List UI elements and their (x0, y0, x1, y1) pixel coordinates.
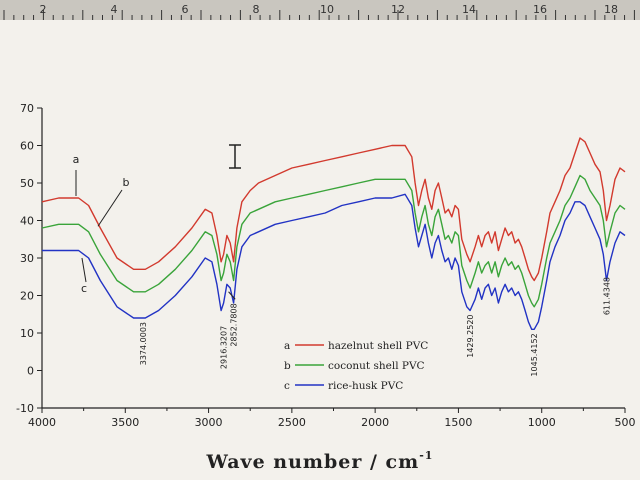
plot-background (0, 20, 640, 480)
legend-label: coconut shell PVC (328, 360, 425, 372)
ruler-number: 6 (182, 3, 189, 16)
y-tick-label: 20 (20, 290, 34, 303)
curve-tag-a: a (73, 153, 80, 166)
curve-tag-leader (97, 189, 123, 227)
peak-leader (228, 291, 236, 300)
x-tick-label: 1500 (444, 416, 472, 429)
x-tick-label: 500 (615, 416, 636, 429)
curve-tag-b: b (123, 176, 130, 189)
y-tick-label: -10 (16, 402, 34, 415)
series-line-c (42, 193, 626, 330)
series-line-a (41, 137, 626, 282)
curve-tag-leader (81, 257, 87, 283)
curve-tags: a b c (73, 153, 130, 295)
peak-label: 1045.4152 (530, 333, 539, 376)
y-tick-label: 50 (20, 177, 34, 190)
x-tick-label: 3500 (111, 416, 139, 429)
x-tick-label: 1000 (528, 416, 556, 429)
y-tick-label: 10 (20, 327, 34, 340)
ruler-number: 10 (320, 3, 334, 16)
legend-key: b (284, 360, 291, 372)
ruler-number: 14 (462, 3, 476, 16)
ruler-number: 16 (533, 3, 547, 16)
ruler-number: 2 (40, 3, 47, 16)
ruler-number: 4 (111, 3, 118, 16)
y-tick-label: 60 (20, 140, 34, 153)
legend-key: a (284, 340, 290, 352)
legend-label: rice-husk PVC (328, 380, 403, 392)
y-tick-label: 30 (20, 252, 34, 265)
x-tick-label: 4000 (28, 416, 56, 429)
peak-label: 611.4348 (603, 277, 612, 315)
legend-key: c (284, 380, 290, 392)
legend: a hazelnut shell PVC b coconut shell PVC c ri… (284, 340, 428, 392)
x-tick-label: 3000 (195, 416, 223, 429)
legend-label: hazelnut shell PVC (328, 340, 428, 352)
text-cursor-icon (229, 144, 241, 169)
y-tick-label: 0 (27, 365, 34, 378)
peak-label: 2916.3207 (220, 326, 229, 369)
ruler-number: 8 (253, 3, 260, 16)
peak-label: 1429.2520 (466, 315, 475, 358)
peak-label: 2852.7808 (230, 303, 239, 346)
x-tick-label: 2000 (361, 416, 389, 429)
y-axis-ticks: -10 0 10 20 30 40 50 60 70 (16, 102, 42, 415)
series-layer (41, 137, 626, 330)
top-ruler: 2 4 6 8 10 12 14 16 18 (0, 0, 640, 20)
ruler-number: 12 (391, 3, 405, 16)
x-axis-ticks: 4000 3500 3000 2500 2000 1500 1000 500 (28, 408, 636, 429)
ruler-number: 18 (604, 3, 618, 16)
x-tick-label: 2500 (278, 416, 306, 429)
curve-tag-c: c (81, 282, 87, 295)
x-axis-label: Wave number / cm-1 (206, 449, 434, 473)
peak-label: 3374.0003 (139, 322, 148, 365)
y-tick-label: 70 (20, 102, 34, 115)
series-line-b (41, 174, 626, 308)
y-tick-label: 40 (20, 215, 34, 228)
